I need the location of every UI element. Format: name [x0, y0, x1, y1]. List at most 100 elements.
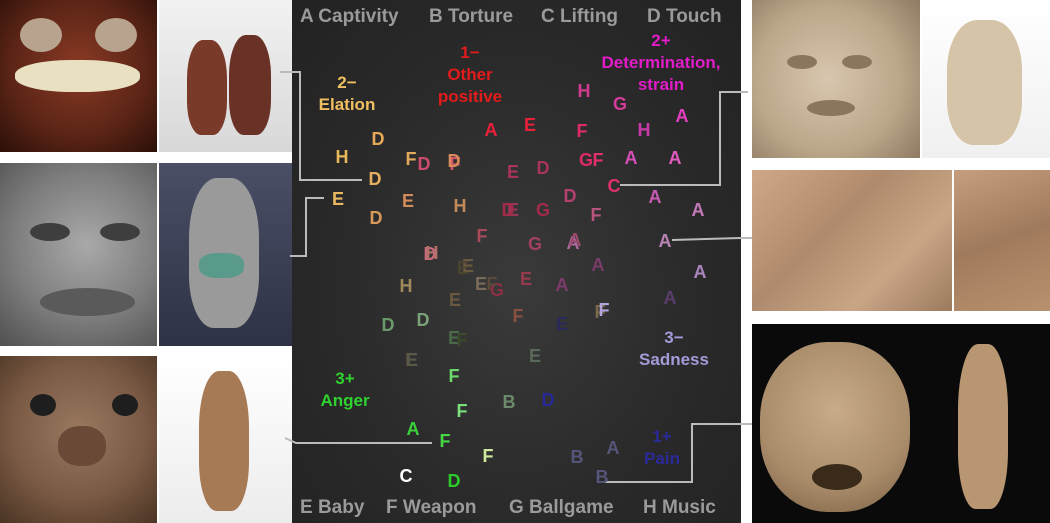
header-music: H Music — [643, 497, 716, 518]
scatter-letter: D — [541, 390, 555, 410]
scatter-letter: E — [456, 258, 470, 278]
cluster-pain-level: 1+ — [652, 427, 672, 446]
cluster-label-pain: 1+ Pain — [632, 426, 692, 470]
header-torture: B Torture — [429, 6, 514, 27]
scatter-letter: F — [592, 150, 604, 170]
scatter-letter: F — [439, 431, 451, 451]
scatter-letter: D — [501, 200, 515, 220]
cluster-sadness-name: Sadness — [639, 350, 709, 369]
cluster-anger-name: Anger — [320, 391, 370, 410]
scatter-letter: A — [624, 148, 638, 168]
cluster-other-positive-level: 1− — [460, 43, 480, 62]
scatter-letter: D — [369, 208, 383, 228]
scatter-letter: E — [447, 328, 461, 348]
scatter-letter: C — [607, 176, 621, 196]
scatter-letter: F — [476, 226, 488, 246]
scatter-letter: D — [381, 315, 395, 335]
scatter-letter: A — [691, 200, 705, 220]
scatter-letter: A — [406, 419, 420, 439]
scatter-letter: A — [566, 233, 580, 253]
cluster-label-elation: 2− Elation — [312, 72, 382, 116]
scatter-letter: A — [648, 187, 662, 207]
scatter-letter: F — [456, 401, 468, 421]
right-bottom-face-photo — [752, 324, 918, 523]
header-captivity: A Captivity — [300, 6, 399, 27]
scatter-letter: E — [523, 115, 537, 135]
header-weapon: F Weapon — [386, 497, 477, 518]
scatter-letter: A — [484, 120, 498, 140]
scatter-letter: F — [590, 205, 602, 225]
scatter-letter: H — [637, 120, 651, 140]
header-lifting: C Lifting — [541, 6, 619, 27]
cluster-elation-name: Elation — [318, 95, 376, 114]
scatter-letter: E — [555, 314, 569, 334]
scatter-letter: E — [461, 256, 475, 276]
cluster-sadness-level: 3− — [664, 328, 684, 347]
scatter-letter: B — [570, 447, 584, 467]
scatter-letter: F — [598, 300, 610, 320]
scatter-letter: H — [577, 81, 591, 101]
scatter-letter: A — [568, 230, 582, 250]
right-mid-relief-photo-1 — [752, 170, 952, 311]
scatter-letter: D — [417, 154, 431, 174]
scatter-letter: D — [423, 244, 437, 264]
scatter-letter: B — [502, 392, 516, 412]
scatter-letter: F — [449, 154, 461, 174]
right-mid-relief-photo-2 — [954, 170, 1050, 311]
scatter-letter: G — [612, 94, 628, 114]
scatter-letter: D — [447, 151, 461, 171]
scatter-letter: G — [535, 200, 551, 220]
scatter-letter: E — [405, 350, 419, 370]
scatter-letter: F — [576, 121, 588, 141]
scatter-letter: F — [405, 149, 417, 169]
scatter-letter: A — [658, 231, 672, 251]
header-ballgame: G Ballgame — [509, 497, 614, 518]
scatter-letter: E — [404, 350, 418, 370]
cluster-anger-level: 3+ — [335, 369, 355, 388]
scatter-letter: F — [594, 302, 606, 322]
scatter-letter: D — [536, 158, 550, 178]
cluster-other-positive-name: Other positive — [437, 65, 503, 106]
cluster-label-determination: 2+ Determination, strain — [594, 30, 728, 96]
header-baby: E Baby — [300, 497, 365, 518]
scatter-letter: F — [486, 274, 498, 294]
scatter-letter: D — [563, 186, 577, 206]
scatter-letter: A — [668, 148, 682, 168]
scatter-letter: H — [453, 196, 467, 216]
scatter-letter: E — [506, 200, 520, 220]
scatter-letter: G — [489, 280, 505, 300]
left-mid-face-photo — [0, 163, 157, 346]
scatter-letter: A — [591, 255, 605, 275]
left-top-figure-photo — [159, 0, 292, 152]
scatter-letter: D — [371, 129, 385, 149]
cluster-determination-name: Determination, strain — [601, 53, 721, 94]
right-top-figure-photo — [922, 0, 1050, 158]
left-top-face-photo — [0, 0, 157, 152]
scatter-letter: A — [555, 275, 569, 295]
scatter-letter: D — [447, 471, 461, 491]
header-touch: D Touch — [647, 6, 722, 27]
scatter-letter: E — [331, 189, 345, 209]
scatter-letter: E — [448, 290, 462, 310]
scatter-letter: G — [578, 150, 594, 170]
cluster-label-sadness: 3− Sadness — [626, 327, 722, 371]
scatter-letter: H — [335, 147, 349, 167]
right-top-face-photo — [752, 0, 920, 158]
scatter-letter: D — [368, 169, 382, 189]
scatter-letter: E — [506, 162, 520, 182]
right-bottom-figure-photo — [918, 324, 1050, 523]
scatter-letter: C — [399, 466, 413, 486]
scatter-letter: A — [693, 262, 707, 282]
scatter-letter: F — [512, 306, 524, 326]
scatter-letter: F — [448, 366, 460, 386]
scatter-letter: E — [528, 346, 542, 366]
scatter-letter: A — [606, 438, 620, 458]
scatter-letter: A — [663, 288, 677, 308]
scatter-letter: G — [527, 234, 543, 254]
scatter-letter: A — [675, 106, 689, 126]
left-bottom-face-photo — [0, 356, 157, 523]
scatter-letter: E — [519, 269, 533, 289]
scatter-letter: H — [425, 243, 439, 263]
cluster-determination-level: 2+ — [651, 31, 671, 50]
scatter-letter: B — [595, 467, 609, 487]
